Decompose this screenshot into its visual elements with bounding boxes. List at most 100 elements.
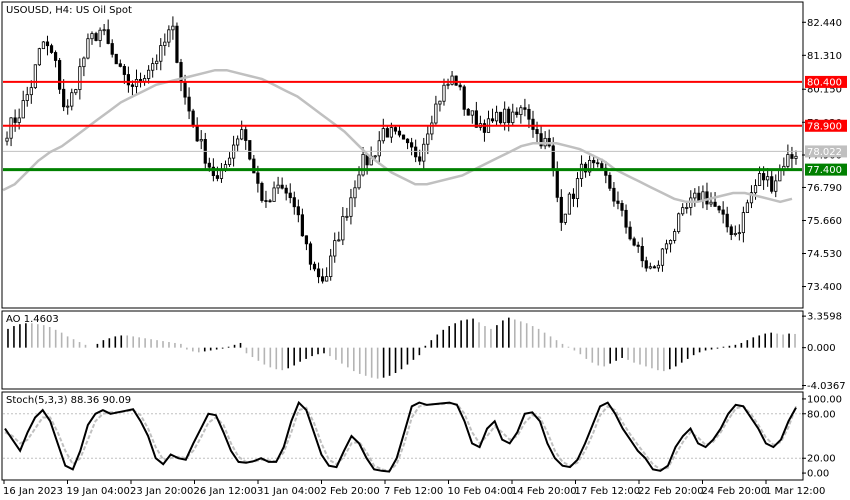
- candle-bull: [450, 75, 454, 85]
- x-tick-label: 7 Feb 12:00: [384, 486, 443, 497]
- level-price-label: 77.400: [807, 165, 842, 176]
- main-y-tick-label: 81.310: [807, 51, 842, 62]
- candle-bull: [381, 128, 385, 142]
- stoch-main-line: [4, 400, 797, 473]
- candle-bull: [349, 197, 353, 217]
- candle-bear: [296, 206, 300, 216]
- candle-bull: [353, 187, 357, 199]
- candle-bull: [685, 207, 689, 209]
- candle-bear: [114, 53, 118, 65]
- candle-bull: [373, 155, 377, 158]
- level-price-tag: [805, 75, 847, 88]
- x-tick-label: 31 Jan 04:00: [257, 486, 320, 497]
- candle-bull: [794, 155, 798, 159]
- candle-bear: [292, 197, 296, 208]
- candle-bear: [640, 246, 644, 262]
- main-y-tick-label: 82.440: [807, 18, 842, 29]
- candle-bear: [608, 174, 612, 189]
- candle-bear: [122, 66, 126, 75]
- candle-bear: [620, 203, 624, 211]
- candle-bull: [442, 84, 446, 102]
- x-tick-label: 1 Mar 12:00: [765, 486, 825, 497]
- candle-bull: [333, 240, 337, 257]
- candle-bull: [325, 276, 329, 282]
- candle-bear: [187, 96, 191, 112]
- x-tick-label: 14 Feb 20:00: [511, 486, 577, 497]
- candle-bull: [5, 137, 9, 142]
- candle-bear: [612, 187, 616, 202]
- main-y-tick-label: 75.660: [807, 216, 842, 227]
- current-price-label: 78.022: [807, 147, 842, 158]
- candle-bull: [147, 69, 151, 79]
- main-y-tick-label: 74.530: [807, 249, 842, 260]
- candle-bear: [507, 108, 511, 124]
- candle-bear: [592, 159, 596, 164]
- ao-pane-frame: [1, 310, 804, 390]
- candle-bear: [45, 41, 50, 47]
- candle-bull: [86, 38, 90, 59]
- candle-bear: [207, 162, 211, 168]
- x-tick-label: 23 Jan 20:00: [130, 486, 193, 497]
- candle-bear: [515, 111, 519, 116]
- candle-bear: [555, 169, 559, 198]
- x-tick-label: 26 Jan 12:00: [194, 486, 257, 497]
- candles-group: [5, 16, 798, 284]
- candle-bear: [393, 127, 398, 132]
- x-tick-label: 24 Feb 20:00: [702, 486, 768, 497]
- candle-bull: [25, 94, 29, 101]
- candle-bear: [385, 128, 389, 138]
- candle-bull: [430, 122, 434, 135]
- axis-layer: 82.44081.31080.15079.02077.90076.79075.6…: [3, 18, 847, 497]
- candle-bear: [482, 123, 487, 133]
- candle-bull: [98, 29, 102, 41]
- candle-bull: [774, 180, 778, 192]
- candle-bear: [58, 60, 62, 90]
- candle-bear: [175, 25, 179, 63]
- candle-bear: [624, 209, 628, 228]
- ao-y-tick-label: -4.0367: [807, 381, 846, 392]
- candle-bull: [749, 192, 754, 204]
- candle-bull: [519, 107, 523, 116]
- candle-bull: [757, 173, 762, 186]
- candle-bull: [29, 87, 33, 96]
- candle-bear: [454, 75, 458, 86]
- candle-bear: [401, 134, 406, 140]
- candle-bull: [345, 215, 349, 218]
- candle-bull: [438, 100, 442, 105]
- candle-bull: [357, 174, 361, 189]
- candle-bear: [215, 175, 220, 179]
- candle-bull: [567, 193, 572, 215]
- candle-bull: [163, 41, 167, 46]
- candle-bear: [304, 235, 309, 245]
- candle-bull: [660, 248, 665, 266]
- main-pane-frame: [1, 1, 804, 309]
- candle-bear: [474, 110, 478, 128]
- level-price-label: 80.400: [807, 77, 842, 88]
- candle-bear: [721, 209, 725, 215]
- candle-bear: [248, 140, 252, 160]
- current-price-tag: [805, 145, 847, 158]
- candle-bull: [227, 157, 232, 165]
- candle-bull: [753, 185, 758, 194]
- candle-bear: [264, 200, 268, 202]
- candle-bear: [490, 118, 495, 122]
- candle-bull: [766, 176, 770, 181]
- main-y-tick-label: 80.150: [807, 85, 842, 96]
- candle-bull: [656, 264, 661, 269]
- candle-bull: [276, 184, 280, 189]
- candle-bull: [167, 29, 171, 43]
- x-tick-label: 16 Jan 2023: [3, 486, 63, 497]
- candle-bear: [596, 162, 600, 165]
- candle-bear: [256, 172, 260, 184]
- candle-bull: [434, 103, 438, 124]
- candle-bear: [244, 129, 248, 141]
- candle-bear: [268, 200, 272, 203]
- candle-bull: [588, 159, 592, 173]
- candle-bull: [74, 89, 78, 94]
- main-y-tick-label: 76.790: [807, 183, 842, 194]
- candle-bull: [664, 243, 669, 250]
- candle-bull: [102, 29, 106, 32]
- candle-bear: [130, 84, 135, 87]
- candle-bear: [725, 213, 729, 228]
